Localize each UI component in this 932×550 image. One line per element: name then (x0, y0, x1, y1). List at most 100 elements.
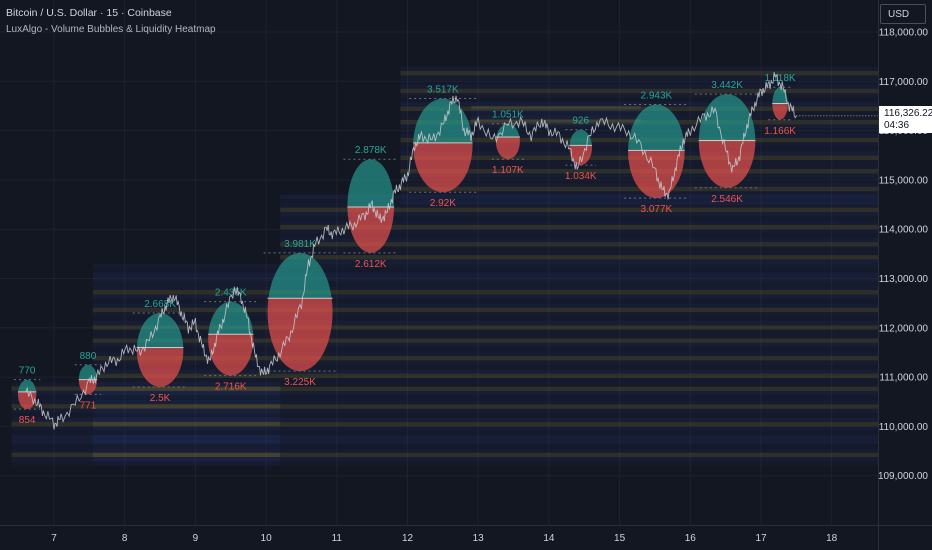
time-axis-label: 18 (826, 533, 838, 544)
liquidity-band (92, 268, 878, 273)
liquidity-band (92, 382, 878, 387)
liquidity-band (471, 119, 641, 123)
liquidity-band (400, 75, 878, 80)
liquidity-band (92, 329, 878, 335)
sell-volume-label: 2.612K (355, 259, 387, 270)
liquidity-band (92, 439, 878, 444)
buy-volume-label: 2.943K (641, 90, 673, 101)
liquidity-band (92, 430, 878, 436)
sell-volume-label: 3.225K (284, 377, 316, 388)
sell-volume-half (136, 347, 184, 387)
buy-volume-half (268, 252, 332, 299)
currency-button[interactable]: USD (880, 4, 926, 24)
price-axis-label: 118,000.00 (879, 28, 929, 39)
liquidity-band (280, 194, 878, 200)
price-axis-label: 110,000.00 (879, 422, 929, 433)
buy-volume-label: 1.118K (765, 73, 796, 84)
liquidity-band (471, 109, 641, 113)
liquidity-band (11, 448, 281, 453)
liquidity-band (92, 461, 878, 466)
time-axis-label: 7 (51, 533, 57, 544)
liquidity-band (92, 399, 878, 405)
buy-volume-label: 3.981K (284, 239, 316, 250)
liquidity-band (280, 250, 878, 256)
liquidity-band (280, 259, 878, 264)
liquidity-band (11, 417, 281, 422)
sell-volume-half (495, 137, 520, 160)
liquidity-band (11, 457, 281, 462)
price-axis-label: 115,000.00 (879, 175, 929, 186)
liquidity-band (400, 84, 878, 89)
liquidity-band (280, 242, 878, 247)
buy-volume-label: 2.668K (144, 299, 176, 310)
price-axis-label: 113,000.00 (879, 274, 929, 285)
buy-volume-half (628, 104, 685, 151)
liquidity-band (471, 115, 641, 120)
liquidity-band (92, 338, 878, 343)
plot-area: 770 854 880 771 2.668K 2.5K 2.435K 2.716K 3.981K… (0, 0, 878, 525)
buy-volume-half (18, 379, 37, 392)
liquidity-band (280, 216, 878, 221)
liquidity-band (280, 246, 878, 251)
bar-countdown: 04:36 (884, 120, 910, 131)
liquidity-band (92, 448, 878, 453)
sell-volume-half (772, 103, 788, 120)
liquidity-band (280, 229, 878, 234)
liquidity-band (92, 426, 878, 431)
time-axis-label: 12 (402, 533, 414, 544)
time-axis-label: 13 (473, 533, 485, 544)
sell-volume-label: 2.92K (430, 198, 456, 209)
buy-volume-label: 2.878K (355, 145, 387, 156)
liquidity-band (11, 412, 281, 418)
buy-volume-half (413, 98, 473, 143)
liquidity-band (400, 66, 878, 71)
time-axis-label: 8 (122, 533, 128, 544)
sell-volume-half (698, 140, 756, 188)
sell-volume-half (208, 334, 254, 376)
buy-volume-label: 926 (572, 116, 589, 127)
price-axis-label: 117,000.00 (879, 77, 929, 88)
liquidity-band (92, 443, 878, 449)
liquidity-band (92, 355, 878, 361)
liquidity-band (92, 334, 878, 339)
liquidity-band (11, 386, 281, 391)
liquidity-band (280, 224, 878, 230)
liquidity-band (280, 220, 878, 225)
liquidity-band (11, 426, 281, 431)
price-axis-label: 112,000.00 (879, 323, 929, 334)
liquidity-band (92, 325, 878, 330)
liquidity-band (92, 369, 878, 374)
sell-volume-half (267, 298, 333, 372)
liquidity-band (92, 457, 878, 462)
liquidity-band (400, 200, 878, 205)
time-axis-label: 9 (193, 533, 199, 544)
buy-volume-half (78, 364, 98, 380)
liquidity-band (280, 207, 878, 212)
sell-volume-label: 1.107K (492, 165, 524, 176)
buy-volume-label: 770 (19, 366, 36, 377)
liquidity-band (11, 461, 281, 466)
liquidity-band (400, 97, 878, 103)
time-axis-label: 11 (332, 533, 343, 544)
buy-volume-label: 3.442K (711, 80, 743, 91)
symbol-title[interactable]: Bitcoin / U.S. Dollar · 15 · Coinbase (6, 7, 172, 19)
liquidity-band (400, 111, 878, 116)
liquidity-band (92, 272, 878, 277)
liquidity-band (11, 404, 281, 409)
liquidity-band (92, 377, 878, 383)
liquidity-band (92, 364, 878, 370)
price-axis-label: 109,000.00 (878, 471, 928, 482)
liquidity-band (92, 290, 878, 295)
liquidity-band (471, 122, 641, 126)
indicator-name[interactable]: LuxAlgo - Volume Bubbles & Liquidity Hea… (6, 24, 216, 35)
liquidity-band (92, 408, 878, 414)
liquidity-band (92, 452, 878, 458)
liquidity-band (11, 452, 281, 458)
liquidity-band (92, 421, 878, 427)
buy-volume-label: 2.435K (215, 288, 247, 299)
liquidity-band (92, 435, 878, 440)
liquidity-band (11, 430, 281, 435)
liquidity-band (92, 276, 878, 282)
time-axis-label: 16 (685, 533, 697, 544)
